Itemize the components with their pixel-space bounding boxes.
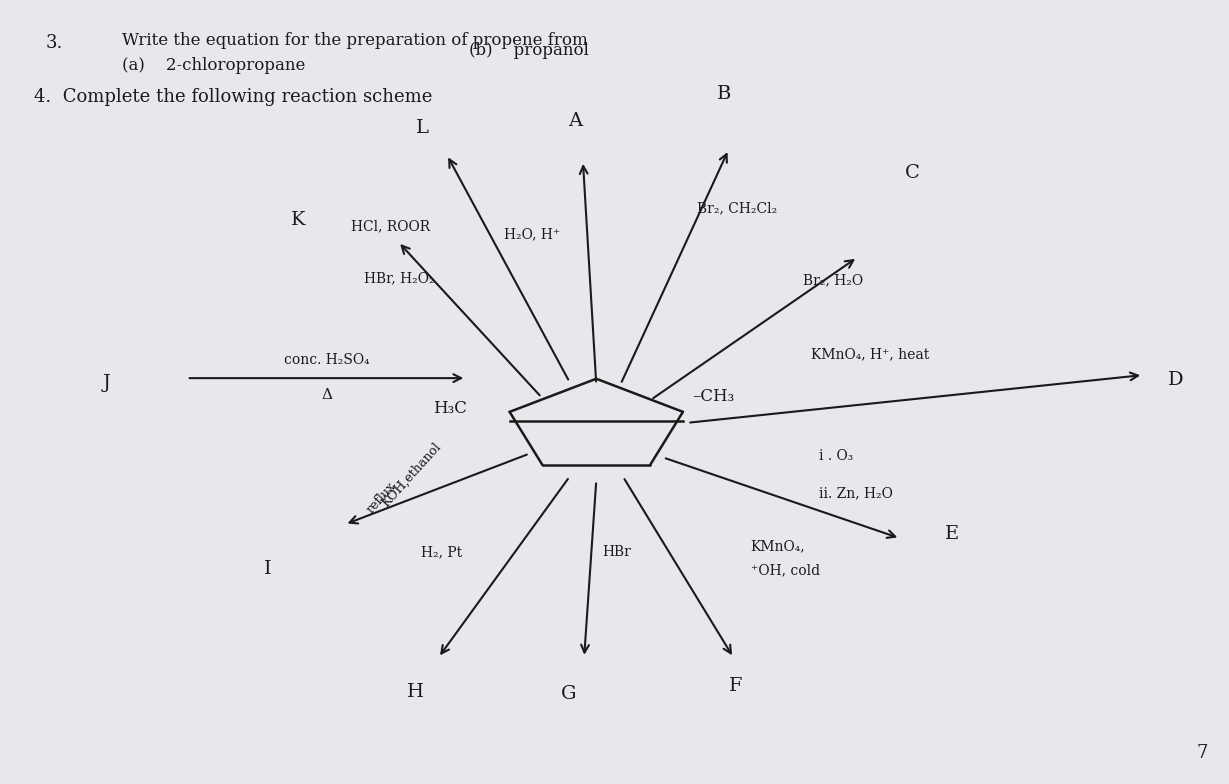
Text: KMnO₄,: KMnO₄, xyxy=(751,539,805,553)
Text: L: L xyxy=(415,119,429,137)
Text: conc. H₂SO₄: conc. H₂SO₄ xyxy=(284,354,370,368)
Text: H₂O, H⁺: H₂O, H⁺ xyxy=(504,227,560,241)
Text: ii. Zn, H₂O: ii. Zn, H₂O xyxy=(819,486,892,500)
Text: ⁺OH, cold: ⁺OH, cold xyxy=(751,564,820,578)
Text: –CH₃: –CH₃ xyxy=(693,388,735,405)
Text: HBr, H₂O₂: HBr, H₂O₂ xyxy=(364,271,435,285)
Text: E: E xyxy=(945,525,960,543)
Text: Br₂, H₂O: Br₂, H₂O xyxy=(803,274,863,287)
Text: C: C xyxy=(905,164,919,182)
Text: A: A xyxy=(569,112,583,130)
Text: K: K xyxy=(291,211,306,229)
Text: reflux: reflux xyxy=(364,479,398,516)
Text: H₂, Pt: H₂, Pt xyxy=(422,545,462,559)
Text: D: D xyxy=(1168,371,1184,389)
Text: G: G xyxy=(560,685,576,703)
Text: (b)    propanol: (b) propanol xyxy=(468,42,589,59)
Text: HBr: HBr xyxy=(602,545,632,559)
Text: J: J xyxy=(103,374,111,392)
Text: H₃C: H₃C xyxy=(433,400,467,416)
Text: Write the equation for the preparation of propene from: Write the equation for the preparation o… xyxy=(123,31,589,49)
Text: I: I xyxy=(264,560,272,578)
Text: KMnO₄, H⁺, heat: KMnO₄, H⁺, heat xyxy=(811,347,929,361)
Text: KOH,ethanol: KOH,ethanol xyxy=(380,440,444,509)
Text: Δ: Δ xyxy=(321,388,332,402)
Text: Br₂, CH₂Cl₂: Br₂, CH₂Cl₂ xyxy=(697,201,778,215)
Text: F: F xyxy=(729,677,742,695)
Text: (a)    2-chloropropane: (a) 2-chloropropane xyxy=(123,57,306,74)
Text: i . O₃: i . O₃ xyxy=(819,449,853,463)
Text: HCl, ROOR: HCl, ROOR xyxy=(350,220,430,234)
Text: B: B xyxy=(717,85,731,103)
Text: 7: 7 xyxy=(1196,744,1207,761)
Text: H: H xyxy=(407,684,424,702)
Text: 3.: 3. xyxy=(45,34,63,52)
Text: 4.  Complete the following reaction scheme: 4. Complete the following reaction schem… xyxy=(33,88,433,106)
